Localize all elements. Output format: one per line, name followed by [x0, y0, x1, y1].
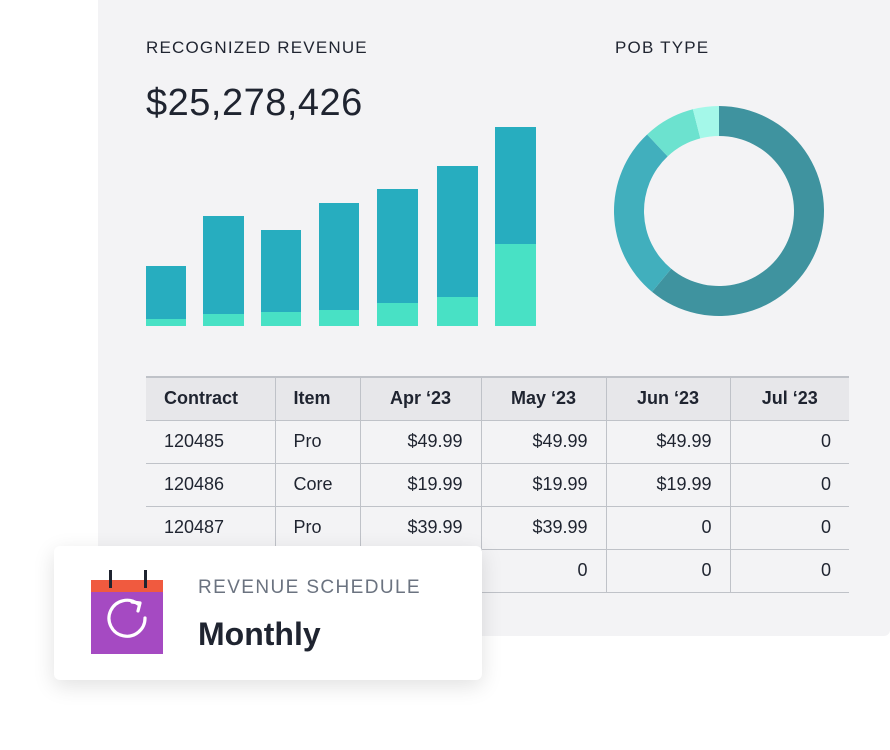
bar-segment-top [146, 266, 186, 319]
cell-jul: 0 [730, 463, 849, 507]
bar-segment-top [377, 189, 418, 303]
cell-contract: 120485 [146, 420, 276, 464]
table-row[interactable]: 120487 Pro $39.99 $39.99 0 0 [146, 506, 849, 550]
bar-segment-top [495, 127, 536, 244]
bar-segment-bottom [146, 319, 186, 326]
cell-jun: 0 [606, 549, 731, 593]
bar-segment-top [319, 203, 359, 310]
cell-may: $49.99 [481, 420, 607, 464]
table-row[interactable]: 120485 Pro $49.99 $49.99 $49.99 0 [146, 420, 849, 464]
bar-segment-bottom [319, 310, 359, 326]
bar-segment-bottom [261, 312, 301, 326]
donut-slice [647, 109, 701, 157]
cell-contract: 120486 [146, 463, 276, 507]
revenue-schedule-label: REVENUE SCHEDULE [198, 577, 422, 598]
cell-jul: 0 [730, 420, 849, 464]
cell-may: $19.99 [481, 463, 607, 507]
calendar-refresh-icon [91, 570, 163, 654]
bar-segment-top [203, 216, 244, 314]
revenue-schedule-value[interactable]: Monthly [198, 616, 321, 652]
bar-segment-bottom [437, 297, 478, 326]
cell-contract: 120487 [146, 506, 276, 550]
col-header-jun[interactable]: Jun ‘23 [606, 376, 731, 421]
cell-apr: $39.99 [360, 506, 482, 550]
col-header-contract[interactable]: Contract [146, 376, 276, 421]
cell-item: Pro [275, 420, 361, 464]
cell-jul: 0 [730, 549, 849, 593]
donut-slice [614, 134, 672, 292]
col-header-jul[interactable]: Jul ‘23 [730, 376, 849, 421]
cell-jul: 0 [730, 506, 849, 550]
donut-slice [652, 106, 825, 316]
table-row[interactable]: 120486 Core $19.99 $19.99 $19.99 0 [146, 463, 849, 507]
bar-segment-top [437, 166, 478, 297]
bar-segment-top [261, 230, 301, 312]
cell-jun: $49.99 [606, 420, 731, 464]
recognized-revenue-label: RECOGNIZED REVENUE [146, 38, 368, 57]
bar-segment-bottom [377, 303, 418, 326]
revenue-schedule-card[interactable]: REVENUE SCHEDULE Monthly [54, 546, 482, 680]
donut-slice [692, 106, 719, 139]
cell-may: 0 [481, 549, 607, 593]
table-header-row: Contract Item Apr ‘23 May ‘23 Jun ‘23 Ju… [146, 376, 849, 421]
col-header-apr[interactable]: Apr ‘23 [360, 376, 482, 421]
cell-apr: $19.99 [360, 463, 482, 507]
cell-may: $39.99 [481, 506, 607, 550]
bar-segment-bottom [495, 244, 536, 326]
cell-item: Pro [275, 506, 361, 550]
recognized-revenue-total: $25,278,426 [146, 82, 363, 124]
col-header-may[interactable]: May ‘23 [481, 376, 607, 421]
cell-apr: $49.99 [360, 420, 482, 464]
cell-jun: 0 [606, 506, 731, 550]
cell-jun: $19.99 [606, 463, 731, 507]
pob-type-label: POB TYPE [615, 38, 710, 57]
bar-segment-bottom [203, 314, 244, 326]
col-header-item[interactable]: Item [275, 376, 361, 421]
cell-item: Core [275, 463, 361, 507]
